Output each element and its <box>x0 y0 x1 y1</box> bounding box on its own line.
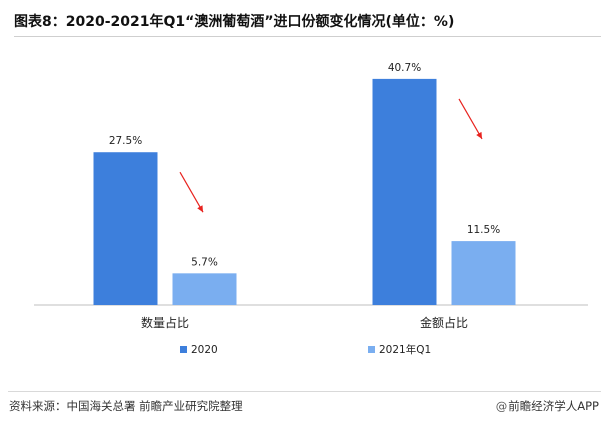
data-label-s1-c0: 5.7% <box>191 256 218 268</box>
brand-name: 前瞻经济学人APP <box>508 399 599 413</box>
brand-mark: @前瞻经济学人APP <box>496 398 599 414</box>
legend-swatch-0 <box>180 346 187 353</box>
legend-swatch-1 <box>368 346 375 353</box>
footer-divider <box>8 391 601 392</box>
trend-arrow-head-0 <box>197 205 203 213</box>
source-note: 资料来源：中国海关总署 前瞻产业研究院整理 <box>9 399 243 413</box>
data-label-s1-c1: 11.5% <box>467 224 500 236</box>
bar-s0-c1 <box>372 78 437 305</box>
trend-arrow-line-1 <box>458 98 483 140</box>
legend-label-1: 2021年Q1 <box>379 343 431 356</box>
bar-s1-c0 <box>172 273 237 305</box>
category-label-1: 金额占比 <box>420 315 468 330</box>
bar-s0-c0 <box>93 152 158 305</box>
data-label-s0-c0: 27.5% <box>109 135 142 147</box>
title-divider <box>14 36 601 37</box>
legend-label-0: 2020 <box>191 344 218 356</box>
trend-arrow-head-1 <box>476 131 482 139</box>
trend-arrow-line-0 <box>179 171 204 213</box>
bar-s1-c1 <box>451 241 516 305</box>
weibo-icon: @ <box>495 399 508 413</box>
category-label-0: 数量占比 <box>141 315 189 330</box>
chart-title: 图表8：2020-2021年Q1“澳洲葡萄酒”进口份额变化情况(单位：%) <box>14 14 455 30</box>
data-label-s0-c1: 40.7% <box>388 62 421 74</box>
